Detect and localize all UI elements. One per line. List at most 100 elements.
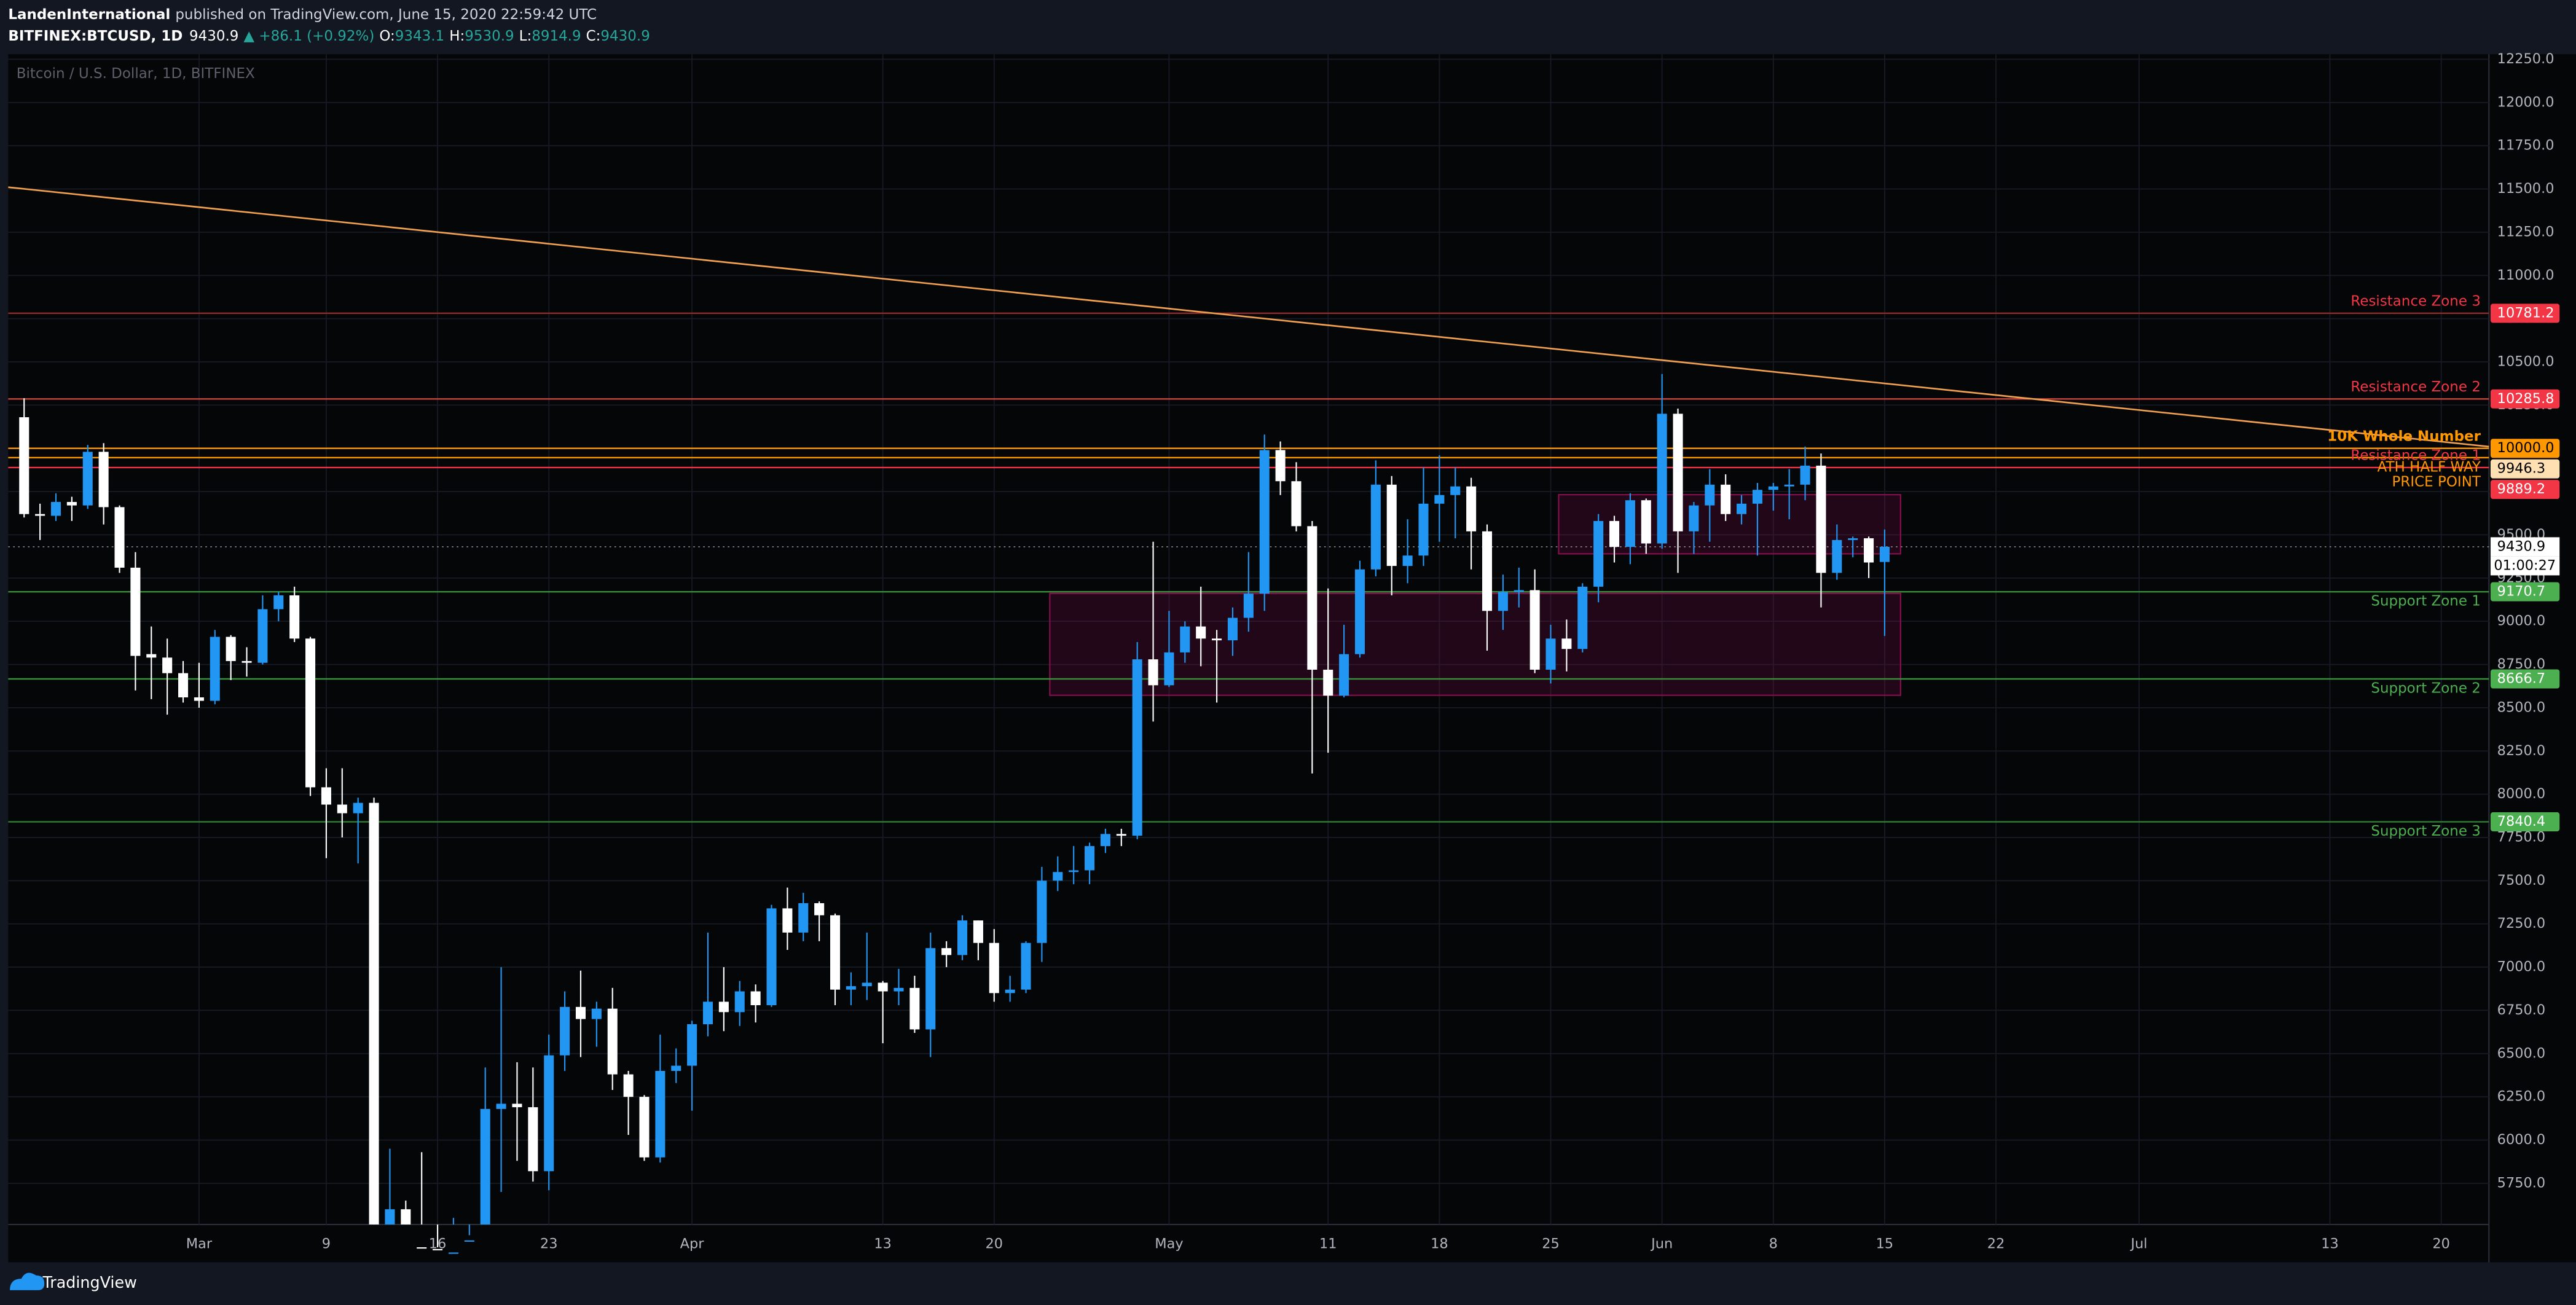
candle-body bbox=[1243, 594, 1254, 618]
candle-body bbox=[1259, 450, 1270, 594]
price-badge-label: 9946.3 bbox=[2497, 461, 2546, 477]
c-value: 9430.9 bbox=[600, 28, 650, 44]
candle-body bbox=[496, 1103, 506, 1109]
candle-body bbox=[464, 1240, 474, 1242]
candle-body bbox=[1370, 484, 1381, 570]
level-label: 10K Whole Number bbox=[2327, 428, 2481, 444]
candle-body bbox=[1148, 659, 1158, 686]
candle-body bbox=[575, 1006, 586, 1019]
x-tick-label: 8 bbox=[1769, 1236, 1778, 1252]
price-badge bbox=[2490, 439, 2560, 458]
trendline bbox=[8, 186, 2489, 448]
candles bbox=[19, 374, 1890, 1254]
level-label: ATH HALF WAY bbox=[2378, 459, 2481, 475]
candle-body bbox=[1085, 846, 1095, 871]
x-tick-label: 20 bbox=[2432, 1236, 2450, 1252]
h-label: H: bbox=[449, 28, 465, 44]
candle-body bbox=[1561, 638, 1572, 649]
y-tick-label: 7500.0 bbox=[2497, 872, 2546, 888]
x-tick-label: 13 bbox=[2321, 1236, 2339, 1252]
candle-body bbox=[1180, 626, 1190, 652]
candle-body bbox=[321, 787, 331, 805]
candle-body bbox=[973, 920, 983, 943]
x-tick-label: 11 bbox=[1319, 1236, 1337, 1252]
candle-body bbox=[353, 802, 363, 813]
candle-body bbox=[1100, 834, 1110, 847]
header-line-1: LandenInternational published on TradingV… bbox=[8, 7, 597, 23]
candle-body bbox=[941, 948, 952, 955]
candle-body bbox=[1418, 503, 1429, 556]
y-tick-label: 5750.0 bbox=[2497, 1175, 2546, 1191]
candle-body bbox=[718, 1001, 729, 1013]
candle-body bbox=[1132, 659, 1142, 836]
candle-body bbox=[798, 903, 809, 933]
candle-body bbox=[782, 908, 793, 933]
candle-body bbox=[1800, 465, 1810, 485]
published: published on TradingView.com, June 15, 2… bbox=[175, 7, 597, 23]
last-price: 9430.9 bbox=[189, 28, 238, 44]
candle-body bbox=[702, 1001, 713, 1024]
candle-body bbox=[50, 501, 61, 516]
candle-body bbox=[1021, 942, 1031, 990]
candle-body bbox=[544, 1055, 554, 1172]
x-tick-label: 18 bbox=[1431, 1236, 1448, 1252]
price-badge bbox=[2490, 459, 2560, 479]
candle-body bbox=[385, 1209, 395, 1225]
candle-body bbox=[1037, 880, 1047, 943]
candle-body bbox=[1673, 413, 1683, 531]
time-axis bbox=[8, 1224, 2576, 1263]
candle-body bbox=[1339, 654, 1349, 696]
price-badge-label: 7840.4 bbox=[2497, 813, 2546, 829]
candle-body bbox=[66, 501, 77, 506]
candle-body bbox=[1053, 872, 1063, 881]
y-tick-label: 6500.0 bbox=[2497, 1045, 2546, 1061]
candle-body bbox=[1307, 526, 1317, 670]
logo bbox=[10, 1272, 45, 1290]
chart-title: Bitcoin / U.S. Dollar, 1D, BITFINEX bbox=[17, 66, 255, 82]
y-tick-label: 8250.0 bbox=[2497, 743, 2546, 759]
candle-body bbox=[82, 452, 93, 506]
candle-body bbox=[528, 1107, 538, 1172]
candle-body bbox=[687, 1024, 697, 1066]
candle-body bbox=[989, 942, 999, 993]
x-tick-label: 16 bbox=[429, 1236, 447, 1252]
y-tick-label: 8500.0 bbox=[2497, 699, 2546, 715]
change: ▲ +86.1 (+0.92%) bbox=[243, 28, 374, 44]
author: LandenInternational bbox=[8, 7, 170, 23]
l-label: L: bbox=[519, 28, 532, 44]
o-value: 9343.1 bbox=[395, 28, 444, 44]
zone bbox=[1049, 592, 1901, 696]
level-label: Resistance Zone 3 bbox=[2350, 294, 2481, 310]
chart-pane bbox=[8, 54, 2489, 1225]
price-badge-label: 10781.2 bbox=[2497, 305, 2554, 321]
c-label: C: bbox=[586, 28, 601, 44]
level-label: Support Zone 1 bbox=[2371, 594, 2481, 609]
price-badge bbox=[2490, 304, 2560, 323]
candle-body bbox=[1275, 450, 1286, 482]
candle-body bbox=[305, 638, 316, 788]
candle-body bbox=[623, 1074, 634, 1097]
candle-body bbox=[273, 595, 284, 609]
candle-body bbox=[226, 637, 236, 661]
level-label: Support Zone 2 bbox=[2371, 681, 2481, 697]
candle-body bbox=[1116, 834, 1126, 836]
price-badge-label: 10000.0 bbox=[2497, 440, 2554, 456]
candle-body bbox=[35, 514, 45, 516]
candle-body bbox=[909, 987, 920, 1030]
x-tick-label: 25 bbox=[1542, 1236, 1560, 1252]
candle-body bbox=[1832, 539, 1842, 573]
price-badge-label: 10285.8 bbox=[2497, 391, 2554, 407]
candle-body bbox=[369, 802, 379, 1225]
candle-body bbox=[257, 609, 268, 663]
y-tick-label: 7250.0 bbox=[2497, 915, 2546, 931]
candle-body bbox=[878, 982, 888, 992]
header-line-2: BITFINEX:BTCUSD, 1D 9430.9 ▲ +86.1 (+0.92%… bbox=[8, 28, 650, 44]
y-tick-label: 10500.0 bbox=[2497, 353, 2554, 369]
y-tick-label: 8000.0 bbox=[2497, 786, 2546, 802]
x-tick-label: Apr bbox=[680, 1236, 705, 1252]
candle-body bbox=[925, 948, 936, 1030]
x-tick-label: 15 bbox=[1876, 1236, 1894, 1252]
candle-body bbox=[98, 452, 109, 508]
price-badge bbox=[2490, 669, 2560, 689]
